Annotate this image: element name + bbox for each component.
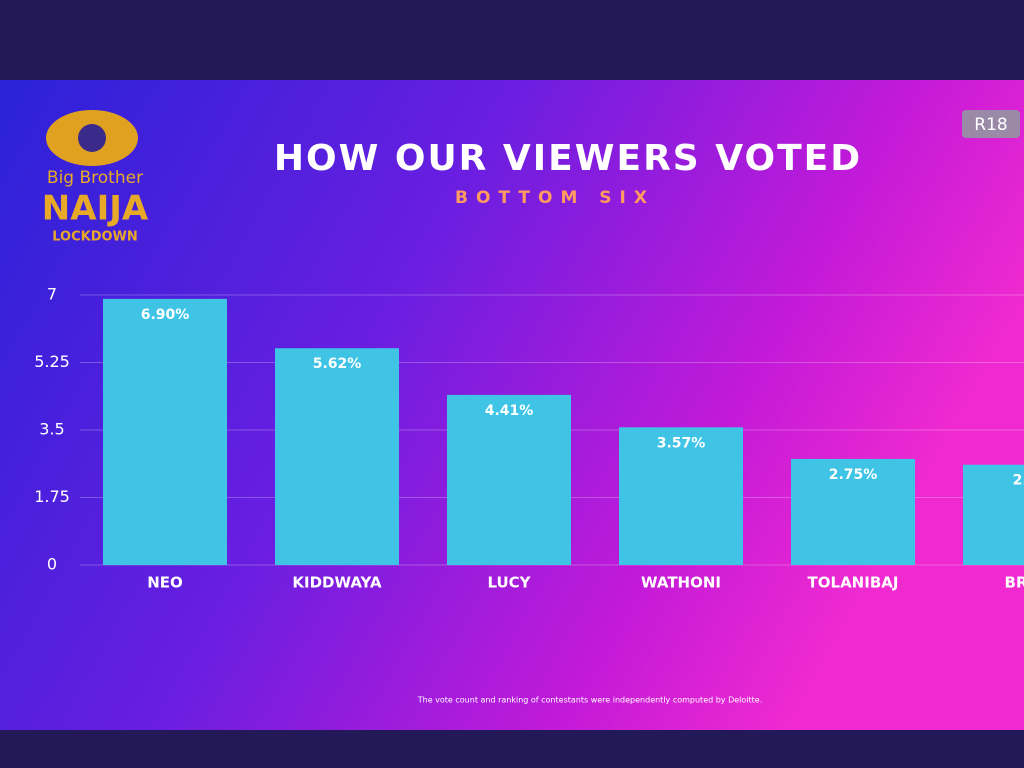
value-label: 5.62%	[313, 356, 362, 372]
chart-subtitle: BOTTOM SIX	[455, 188, 655, 208]
bar	[963, 464, 1024, 565]
y-tick-label: 3.5	[39, 420, 64, 439]
y-tick-label: 1.75	[34, 487, 70, 506]
y-tick-label: 5.25	[34, 352, 70, 371]
logo-pupil	[78, 124, 106, 152]
logo-text: Big Brother	[47, 168, 143, 188]
value-label: 3.57%	[657, 435, 706, 451]
bar	[447, 394, 571, 565]
bar	[103, 298, 227, 565]
x-tick-label: NEO	[147, 574, 183, 592]
value-label: 2.6	[1013, 473, 1024, 489]
logo-text: NAIJA	[42, 189, 149, 229]
value-label: 6.90%	[141, 307, 190, 323]
logo-text: LOCKDOWN	[52, 230, 138, 245]
rating-badge	[962, 110, 1020, 138]
x-tick-label: LUCY	[487, 574, 531, 592]
x-tick-label: WATHONI	[641, 574, 721, 592]
bar	[791, 458, 915, 565]
value-label: 2.75%	[829, 467, 878, 483]
rating: R18	[974, 115, 1007, 135]
x-tick-label: TOLANIBAJ	[808, 574, 899, 592]
x-tick-label: KIDDWAYA	[292, 574, 382, 592]
chart-title: HOW OUR VIEWERS VOTED	[274, 138, 862, 179]
y-tick-label: 7	[47, 285, 57, 304]
footnote: The vote count and ranking of contestant…	[417, 696, 763, 705]
value-label: 4.41%	[485, 403, 534, 419]
bar	[275, 348, 399, 565]
bar	[619, 427, 743, 565]
x-tick-label: BRIG	[1005, 574, 1024, 592]
y-tick-label: 0	[47, 555, 57, 574]
